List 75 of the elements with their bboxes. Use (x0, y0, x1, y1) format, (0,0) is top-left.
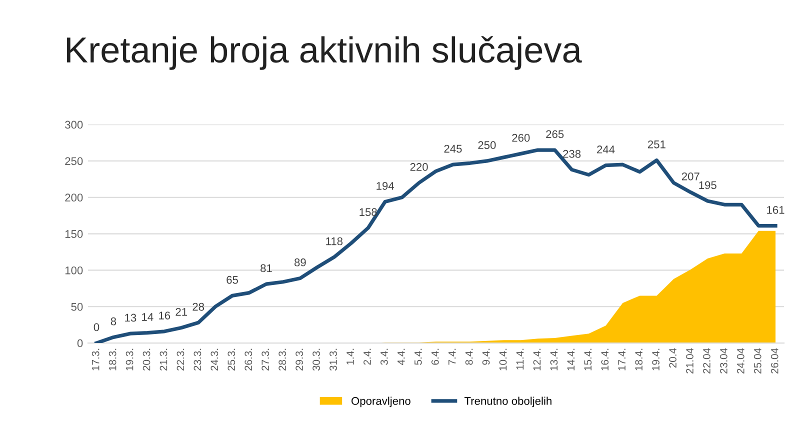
data-label: 265 (546, 130, 564, 138)
data-label: 0 (94, 323, 100, 332)
x-tick-label: 22.3. (176, 348, 184, 371)
x-tick-label: 20.4 (669, 348, 676, 368)
data-label: 194 (376, 182, 394, 190)
data-label: 238 (563, 150, 581, 158)
y-tick-label: 200 (65, 194, 83, 202)
x-tick-label: 26.3. (244, 348, 252, 371)
x-tick-label: 22.04 (703, 348, 710, 374)
x-tick-label: 24.04 (736, 348, 744, 374)
x-tick-label: 21.3. (160, 348, 168, 371)
x-tick-label: 31.3. (330, 348, 337, 371)
x-tick-label: 14.4. (567, 348, 574, 370)
data-label: 220 (410, 163, 428, 171)
data-label: 28 (192, 302, 204, 311)
data-label: 195 (699, 181, 716, 190)
x-tick-label: 24.3. (210, 348, 218, 371)
x-tick-label: 16.4. (601, 348, 609, 370)
data-label: 158 (360, 208, 377, 216)
y-tick-label: 300 (65, 120, 83, 129)
data-label: 14 (142, 313, 154, 321)
data-label: 89 (294, 258, 306, 266)
x-tick-label: 7.4. (448, 348, 456, 365)
x-tick-label: 4.4. (398, 348, 405, 366)
data-label: 118 (326, 237, 343, 246)
x-tick-label: 6.4. (431, 348, 439, 365)
x-tick-label: 26.04 (770, 348, 778, 374)
data-label: 260 (512, 134, 530, 142)
x-tick-label: 5.4. (414, 348, 422, 365)
legend-label: Trenutno oboljelih (464, 396, 552, 408)
legend-label: Oporavljeno (352, 396, 410, 408)
data-label: 81 (260, 264, 272, 272)
data-label: 251 (648, 140, 666, 148)
x-tick-label: 17.3. (92, 348, 100, 370)
x-tick-label: 18.4. (635, 348, 643, 370)
x-tick-label: 29.3. (296, 348, 303, 371)
x-tick-label: 15.4. (584, 348, 592, 370)
y-tick-label: 100 (65, 266, 83, 274)
data-label: 16 (159, 312, 170, 320)
y-tick-label: 150 (65, 230, 83, 238)
data-label: 207 (682, 172, 700, 180)
x-tick-label: 20.3. (142, 348, 150, 371)
data-label: 21 (176, 308, 188, 316)
x-tick-label: 3.4. (380, 348, 388, 365)
data-label: 245 (444, 144, 462, 153)
data-label: 250 (478, 141, 496, 150)
y-tick-label: 250 (65, 157, 83, 166)
x-tick-label: 18.3. (108, 348, 116, 370)
x-tick-label: 10.4. (499, 348, 507, 370)
data-label: 8 (110, 317, 116, 326)
data-label: 244 (597, 146, 615, 154)
x-tick-label: 25.3. (228, 348, 236, 371)
x-tick-label: 9.4. (482, 348, 490, 365)
x-tick-label: 30.3. (312, 348, 320, 371)
x-tick-label: 23.3. (194, 348, 202, 371)
data-label: 161 (767, 206, 784, 214)
x-tick-label: 28.3. (278, 348, 286, 371)
x-tick-label: 17.4. (618, 348, 626, 370)
x-tick-label: 2.4. (364, 348, 371, 365)
y-tick-label: 0 (77, 339, 83, 348)
data-label: 13 (125, 314, 136, 322)
x-tick-label: 19.3. (126, 348, 134, 370)
data-label: 65 (226, 276, 238, 284)
x-tick-label: 1.4. (346, 348, 354, 364)
x-tick-label: 11.4. (516, 348, 524, 370)
y-tick-label: 50 (71, 302, 83, 311)
x-tick-label: 25.04 (754, 348, 762, 374)
x-tick-label: 23.04 (720, 348, 728, 374)
x-tick-label: 27.3. (262, 348, 270, 371)
x-tick-label: 19.4. (652, 348, 660, 370)
x-tick-label: 13.4. (550, 348, 558, 370)
x-tick-label: 8.4. (465, 348, 473, 365)
x-tick-label: 21.04 (686, 348, 694, 374)
x-tick-label: 12.4. (533, 348, 541, 370)
chart-title: Kretanje broja aktivnih slučajeva (66, 36, 582, 70)
